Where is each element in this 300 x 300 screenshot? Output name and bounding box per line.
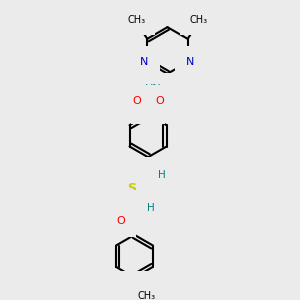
Text: H: H [147, 203, 155, 213]
Text: N: N [186, 57, 195, 67]
Text: O: O [116, 216, 125, 226]
Text: O: O [132, 96, 141, 106]
Text: H: H [158, 170, 166, 180]
Text: S: S [144, 98, 153, 111]
Text: N: N [138, 201, 146, 211]
Text: CH₃: CH₃ [137, 291, 155, 300]
Text: CH₃: CH₃ [128, 15, 146, 26]
Text: CH₃: CH₃ [189, 15, 207, 26]
Text: N: N [149, 168, 157, 178]
Text: N: N [140, 57, 148, 67]
Text: O: O [130, 282, 139, 292]
Text: O: O [155, 96, 164, 106]
Text: S: S [127, 182, 136, 195]
Text: HN: HN [145, 84, 161, 94]
